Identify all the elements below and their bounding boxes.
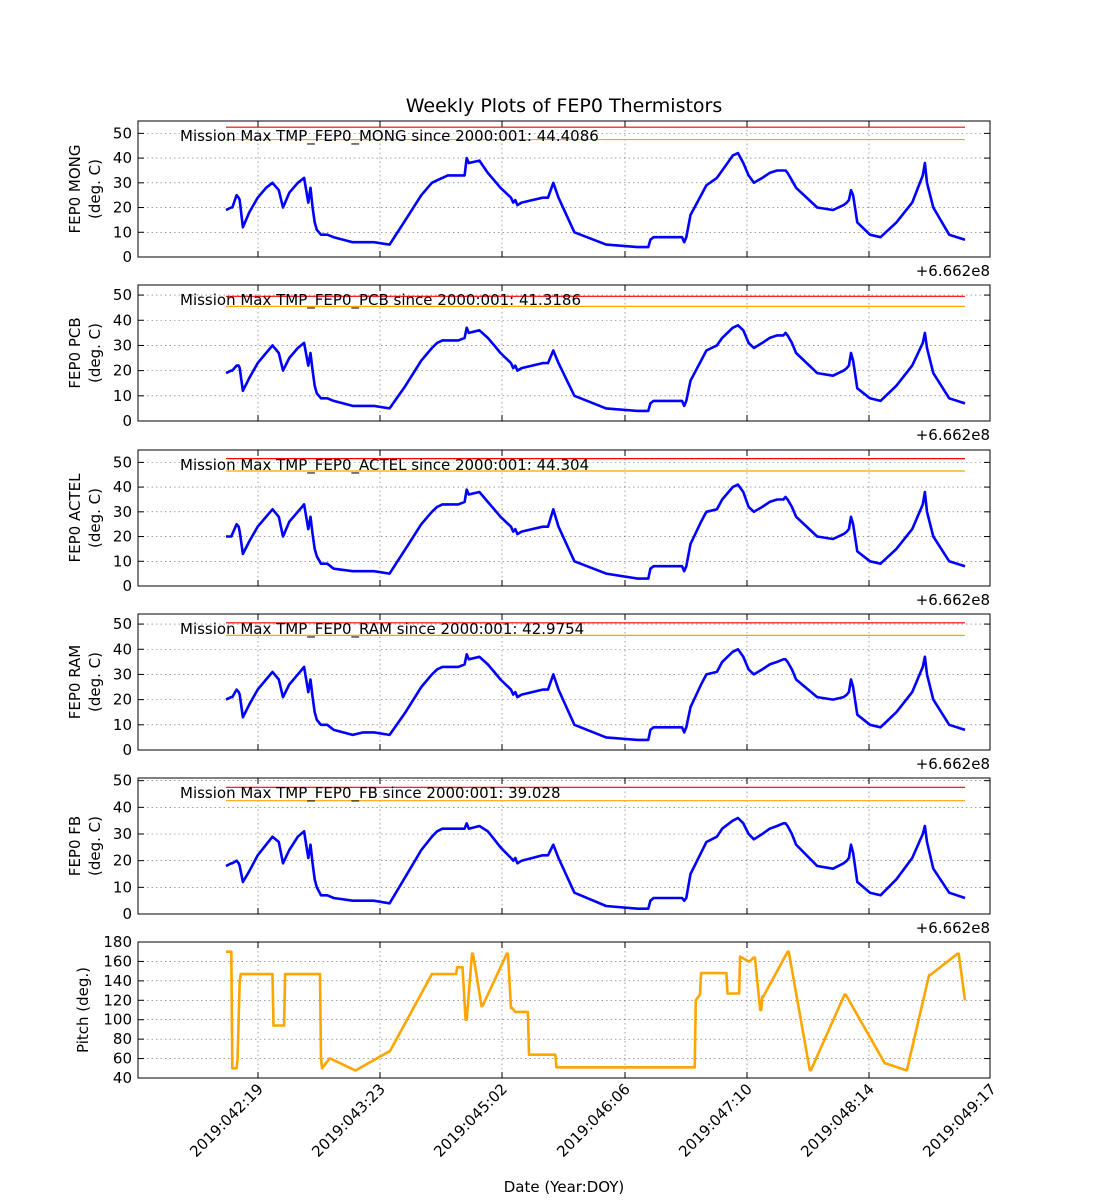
plot-frame: [137, 777, 991, 915]
y-tick-label: 160: [103, 952, 132, 970]
x-tick-label: 2019:042:19: [186, 1080, 267, 1161]
y-tick-label: 0: [122, 577, 132, 595]
y-axis-label-line: (deg. C): [86, 816, 104, 876]
y-axis-label: FEP0 RAM (deg. C): [66, 645, 104, 719]
panel-3: Mission Max TMP_FEP0_RAM since 2000:001:…: [66, 613, 991, 773]
series-line-0: [226, 483, 966, 580]
y-tick-label: 80: [113, 1030, 132, 1048]
annotation-text: Mission Max TMP_FEP0_PCB since 2000:001:…: [180, 291, 581, 310]
y-axis-label-line: (deg. C): [86, 488, 104, 548]
y-tick-label: 10: [113, 223, 132, 241]
y-tick-label: 60: [113, 1050, 132, 1068]
y-axis-label-line: FEP0 MONG: [66, 144, 84, 233]
y-tick-label: 50: [113, 615, 132, 633]
panel-4: Mission Max TMP_FEP0_FB since 2000:001: …: [66, 772, 991, 937]
y-tick-label: 40: [113, 149, 132, 167]
y-tick-label: 50: [113, 286, 132, 304]
y-axis-label: FEP0 ACTEL (deg. C): [66, 473, 104, 563]
x-offset-label: +6.662e8: [916, 262, 990, 280]
annotation-text: Mission Max TMP_FEP0_MONG since 2000:001…: [180, 127, 599, 146]
y-tick-label: 10: [113, 552, 132, 570]
series-line-0: [226, 950, 967, 1072]
y-tick-label: 40: [113, 798, 132, 816]
y-tick-label: 100: [103, 1011, 132, 1029]
x-tick-label: 2019:049:17: [919, 1080, 1000, 1161]
plot-frame: [137, 449, 991, 587]
y-axis-label-line: (deg. C): [86, 159, 104, 219]
plot-frame: [137, 941, 991, 1079]
y-tick-label: 120: [103, 991, 132, 1009]
y-tick-label: 0: [122, 905, 132, 923]
y-tick-label: 20: [113, 852, 132, 870]
y-tick-label: 0: [122, 248, 132, 266]
panel-0: Mission Max TMP_FEP0_MONG since 2000:001…: [66, 120, 991, 280]
x-tick-label: 2019:043:23: [308, 1080, 389, 1161]
y-tick-label: 40: [113, 1069, 132, 1087]
x-offset-label: +6.662e8: [916, 426, 990, 444]
y-axis-label-line: Pitch (deg.): [74, 967, 92, 1053]
y-tick-label: 50: [113, 453, 132, 471]
x-tick-label: 2019:045:02: [430, 1080, 511, 1161]
y-axis-label-line: FEP0 RAM: [66, 645, 84, 719]
y-axis-label-line: FEP0 PCB: [66, 317, 84, 388]
y-axis-label-line: (deg. C): [86, 323, 104, 383]
y-tick-label: 40: [113, 640, 132, 658]
panel-1: Mission Max TMP_FEP0_PCB since 2000:001:…: [66, 284, 991, 444]
panels: Mission Max TMP_FEP0_MONG since 2000:001…: [66, 120, 991, 1087]
x-tick-label: 2019:047:10: [675, 1080, 756, 1161]
y-tick-label: 140: [103, 972, 132, 990]
y-axis-label: FEP0 FB (deg. C): [66, 816, 104, 876]
y-tick-label: 0: [122, 412, 132, 430]
x-tick-label: 2019:046:06: [553, 1080, 634, 1161]
y-tick-label: 20: [113, 362, 132, 380]
y-tick-label: 30: [113, 174, 132, 192]
y-axis-label-line: (deg. C): [86, 652, 104, 712]
y-axis-label: FEP0 MONG (deg. C): [66, 144, 104, 233]
y-tick-label: 50: [113, 124, 132, 142]
chart-title: Weekly Plots of FEP0 Thermistors: [406, 95, 723, 117]
plot-frame: [137, 284, 991, 422]
annotation-text: Mission Max TMP_FEP0_RAM since 2000:001:…: [180, 620, 584, 639]
plot-frame: [137, 120, 991, 258]
y-tick-label: 20: [113, 528, 132, 546]
y-axis-label: Pitch (deg.): [74, 967, 92, 1053]
y-tick-label: 30: [113, 825, 132, 843]
series-line-0: [225, 647, 966, 742]
y-tick-label: 0: [122, 741, 132, 759]
x-axis-label: Date (Year:DOY): [504, 1178, 625, 1196]
y-tick-label: 50: [113, 772, 132, 790]
y-tick-label: 20: [113, 691, 132, 709]
panel-2: Mission Max TMP_FEP0_ACTEL since 2000:00…: [66, 449, 991, 609]
y-tick-label: 180: [103, 933, 132, 951]
y-tick-label: 20: [113, 199, 132, 217]
annotation-text: Mission Max TMP_FEP0_ACTEL since 2000:00…: [180, 456, 589, 475]
y-axis-label-line: FEP0 FB: [66, 816, 84, 876]
y-axis-label: FEP0 PCB (deg. C): [66, 317, 104, 388]
series-line-0: [225, 323, 966, 413]
x-offset-label: +6.662e8: [916, 755, 990, 773]
y-axis-label-line: FEP0 ACTEL: [66, 473, 84, 563]
x-offset-label: +6.662e8: [916, 919, 990, 937]
annotation-text: Mission Max TMP_FEP0_FB since 2000:001: …: [180, 784, 561, 803]
x-tick-label: 2019:048:14: [797, 1080, 878, 1161]
x-tick-labels: 2019:042:19 2019:043:23 2019:045:02 2019:04…: [186, 1080, 1000, 1161]
y-tick-label: 30: [113, 336, 132, 354]
series-line-0: [225, 816, 966, 911]
y-tick-label: 10: [113, 716, 132, 734]
y-tick-label: 30: [113, 503, 132, 521]
y-tick-label: 30: [113, 665, 132, 683]
plot-frame: [137, 613, 991, 751]
y-tick-label: 10: [113, 878, 132, 896]
series-line-0: [225, 151, 966, 249]
y-tick-label: 40: [113, 478, 132, 496]
y-tick-label: 40: [113, 311, 132, 329]
y-tick-label: 10: [113, 387, 132, 405]
x-offset-label: +6.662e8: [916, 591, 990, 609]
